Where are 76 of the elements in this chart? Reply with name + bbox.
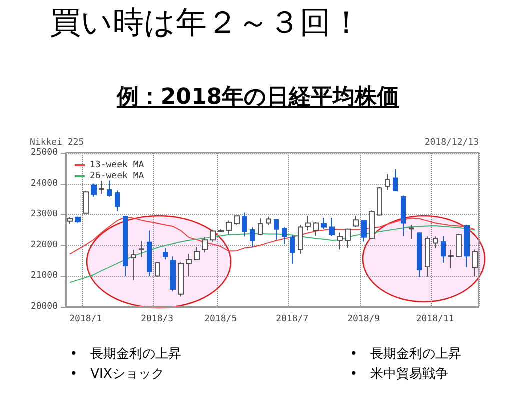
x-tick-label: 2018/1 (70, 314, 102, 324)
chart-title: 買い時は年２～３回！ (50, 4, 362, 43)
candlestick (139, 240, 144, 258)
candlestick (472, 249, 478, 277)
y-tick-label: 20000 (30, 302, 58, 312)
x-tick-label: 2018/5 (204, 314, 238, 324)
candlestick (425, 236, 430, 278)
candlestick (433, 236, 438, 249)
candlestick (393, 168, 398, 192)
candlestick (266, 216, 271, 226)
candlestick (99, 180, 104, 194)
candlestick (91, 183, 97, 198)
line-series (69, 225, 476, 284)
candlestick (234, 215, 240, 226)
text: Nikkei 225 (30, 138, 84, 148)
candlestick (409, 224, 414, 240)
text: 2018/12/13 (424, 138, 479, 148)
x-tick-label: 2018/9 (348, 314, 380, 324)
chart-subtitle: 例：2018年の日経平均株価 (116, 84, 400, 112)
candlestick (401, 195, 406, 237)
candlestick (107, 180, 112, 198)
candlestick (131, 250, 136, 281)
candlestick (274, 219, 279, 240)
x-tick-label: 2018/7 (276, 314, 309, 324)
legend-label: 13-week MA (90, 160, 145, 170)
x-tick-label: 2018/11 (416, 314, 454, 324)
candlestick (170, 256, 176, 292)
candlestick (361, 220, 367, 242)
candlestick (448, 250, 454, 269)
candlestick (147, 230, 152, 277)
candlestick (456, 234, 462, 258)
candlestick (83, 190, 89, 214)
candlestick (163, 248, 168, 260)
candlestick (258, 218, 263, 236)
candlestick (178, 262, 184, 298)
candlestick (186, 254, 192, 277)
candlestick (385, 174, 390, 190)
candlestick (115, 190, 120, 212)
candlestick (250, 226, 255, 248)
candlestick (337, 232, 343, 250)
candlestick (218, 228, 224, 233)
candlestick (202, 236, 208, 254)
y-tick-label: 23000 (30, 210, 58, 220)
y-tick-label: 25000 (30, 148, 58, 158)
candlestick (464, 224, 470, 268)
legend-label: 26-week MA (90, 172, 145, 182)
candlestick (345, 228, 351, 248)
candlestick (313, 221, 319, 236)
text: • 長期金利の上昇 (350, 346, 462, 363)
text: • 米中貿易戦争 (350, 366, 449, 383)
candlestick (123, 216, 128, 277)
text: • VIXショック (70, 366, 164, 383)
candlestick (353, 215, 359, 228)
candlestick (75, 216, 81, 224)
candlestick (329, 217, 335, 237)
candlestick (298, 224, 303, 255)
candlestick (242, 212, 247, 238)
candlestick (155, 262, 160, 278)
line-series (69, 216, 476, 255)
candlestick (194, 246, 200, 261)
y-tick-label: 22000 (30, 240, 58, 250)
candlestick (226, 220, 232, 236)
y-tick-label: 24000 (30, 178, 58, 189)
y-tick-label: 21000 (30, 271, 58, 282)
candlestick (369, 210, 375, 240)
candlestick (282, 226, 287, 245)
candlestick (210, 230, 216, 243)
candlestick (67, 216, 73, 224)
x-tick-label: 2018/3 (141, 314, 174, 324)
candlestick (321, 217, 327, 230)
candlestick (417, 232, 422, 278)
candlestick (305, 215, 311, 232)
candlestick (377, 186, 382, 216)
candlestick (441, 236, 446, 264)
text: • 長期金利の上昇 (70, 346, 182, 363)
candlestick (290, 234, 295, 264)
